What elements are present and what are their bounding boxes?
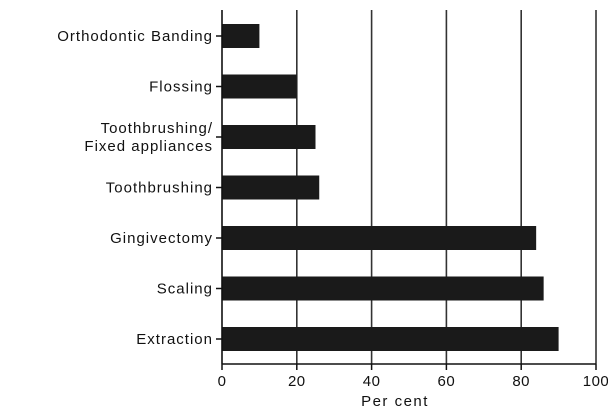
category-label-6: Extraction: [136, 331, 213, 348]
label-layer: Orthodontic Banding Flossing Toothbrushing…: [57, 28, 608, 390]
x-tick-label-100: 100: [583, 373, 608, 390]
axis-layer: [216, 10, 597, 370]
category-label-2-line-0: Toothbrushing/: [101, 120, 213, 137]
bar-4: [222, 226, 537, 250]
x-tick-label-20: 20: [288, 373, 306, 390]
bar-2: [222, 125, 316, 149]
category-label-2-line-1: Fixed appliances: [84, 138, 213, 155]
x-tick-label-40: 40: [363, 373, 381, 390]
category-label-4: Gingivectomy: [110, 230, 213, 247]
category-label-0: Orthodontic Banding: [57, 28, 213, 45]
grid-layer: [295, 10, 597, 364]
category-label-5: Scaling: [157, 281, 213, 298]
bar-3: [222, 175, 320, 200]
x-tick-label-60: 60: [438, 373, 456, 390]
x-tick-label-0: 0: [218, 373, 227, 390]
x-tick-label-80: 80: [512, 373, 530, 390]
bar-0: [222, 24, 260, 48]
bar-5: [222, 276, 544, 301]
x-axis-title: Per cent: [361, 393, 429, 410]
category-label-3: Toothbrushing: [106, 180, 213, 197]
bar-1: [222, 74, 297, 99]
category-label-1: Flossing: [149, 79, 213, 96]
bar-layer: [222, 24, 559, 351]
bar-6: [222, 327, 559, 351]
